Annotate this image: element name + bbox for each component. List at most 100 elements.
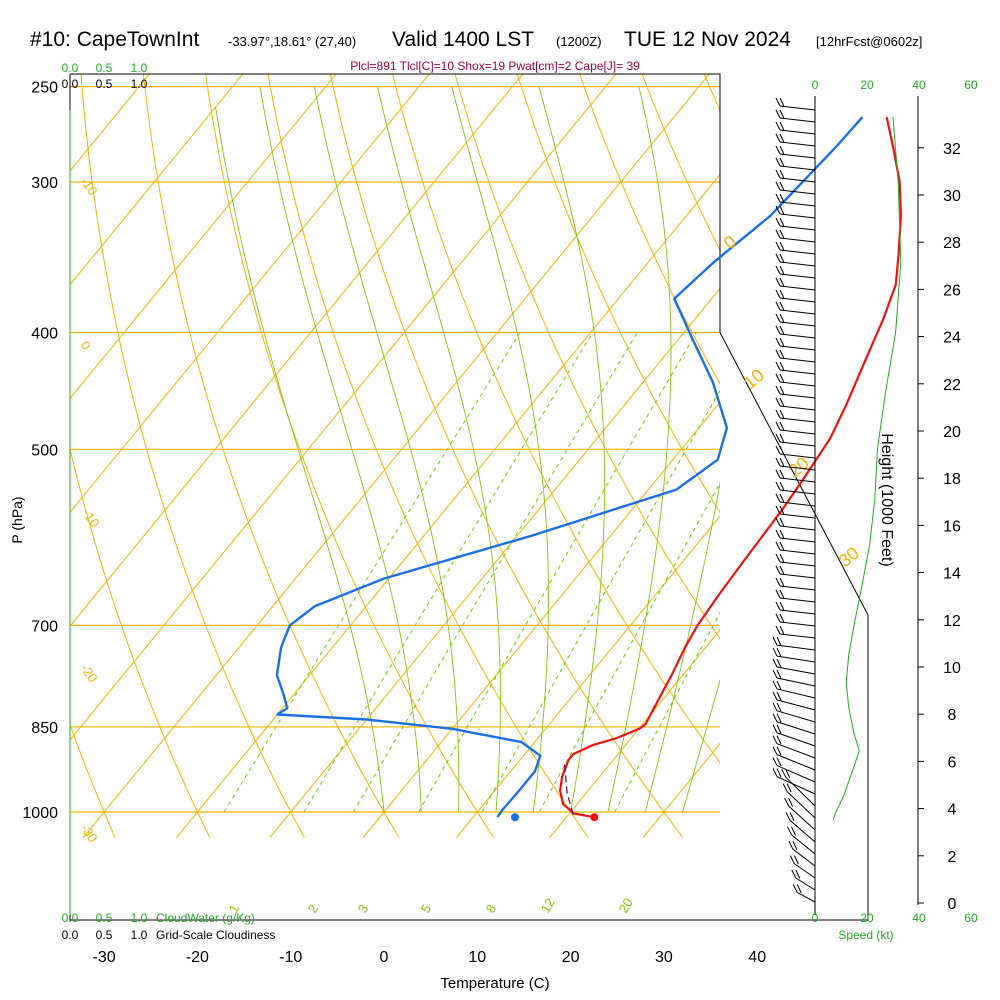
isotherm-line [82, 74, 710, 838]
wind-barb-feather [779, 553, 785, 563]
wind-barb-feather [792, 884, 798, 893]
wind-barb-feather [796, 884, 802, 894]
pressure-tick-label: 250 [31, 80, 58, 97]
surface-temperature-point [590, 813, 599, 822]
wind-barb-feather [779, 241, 785, 251]
wind-barb [776, 776, 816, 795]
wind-barb-feather [775, 385, 781, 395]
wind-barb-feather [779, 397, 785, 407]
wind-barb [776, 655, 816, 663]
isotherm-line [70, 74, 151, 172]
mixing-ratio-label: 3 [355, 902, 372, 916]
wind-barb [779, 369, 816, 375]
plot-area [0, 20, 720, 838]
wind-barb-feather [775, 565, 781, 575]
wind-barb-feather [775, 301, 781, 311]
forecast-run: [12hrFcst@0602z] [816, 34, 923, 49]
cloudwater-scale-label-bottom: 1.0 [131, 911, 148, 925]
mixing-ratio-line [418, 332, 697, 813]
wind-barb [776, 677, 816, 687]
cloudiness-scale-label-top: 0.0 [62, 77, 79, 91]
wind-barb [791, 834, 816, 855]
wind-barb-feather [775, 613, 781, 623]
wind-barb [779, 309, 816, 315]
isotherm-label-left: -30 [78, 821, 101, 845]
wind-barb [776, 644, 816, 651]
temperature-tick-label: 0 [380, 949, 389, 966]
wind-barb-feather [772, 724, 778, 733]
dry-adiabat-line [579, 74, 720, 385]
wind-barb-feather [795, 869, 801, 879]
wind-barb [779, 561, 816, 567]
surface-dewpoint-point [511, 813, 520, 822]
wind-barb [776, 688, 816, 699]
wind-barb [779, 585, 816, 591]
cloudwater-scale-label-top: 1.0 [131, 61, 148, 75]
height-tick-label: 4 [948, 802, 957, 819]
wind-barb-feather [772, 768, 778, 777]
wind-barb [788, 805, 816, 831]
wind-barb-feather [779, 613, 785, 623]
dry-adiabat-line [392, 74, 720, 764]
isotherm-line [70, 74, 337, 400]
wind-barb-feather [776, 636, 782, 646]
speed-tick-label-top: 20 [860, 78, 874, 92]
wind-barb-feather [775, 469, 781, 479]
wind-barb-feather [775, 421, 781, 431]
wind-barb-feather [779, 433, 785, 443]
isotherm-line [0, 20, 101, 838]
height-tick-label: 10 [943, 660, 961, 677]
wind-barb-feather [775, 493, 781, 503]
wind-barb-feather [776, 669, 782, 679]
wind-barb-feather [782, 783, 788, 792]
wind-barb [779, 501, 816, 507]
wind-barb [779, 213, 816, 219]
pressure-axis-label: P (hPa) [9, 496, 25, 543]
wind-barb-feather [775, 193, 781, 203]
cloudwater-legend: CloudWater (g/Kg) [156, 911, 255, 925]
wind-barb-feather [775, 265, 781, 275]
wind-barb-feather [779, 457, 785, 467]
wind-barb-feather [779, 133, 785, 143]
temperature-tick-label: -10 [279, 949, 302, 966]
wind-barb-feather [779, 409, 785, 419]
wind-barb-feather [775, 577, 781, 587]
wind-barb-feather [772, 735, 778, 744]
wind-barb-feather [772, 680, 778, 690]
height-tick-label: 14 [943, 566, 961, 583]
wind-barb-feather [775, 409, 781, 419]
wind-barbs [772, 97, 816, 903]
wind-barb-feather [779, 229, 785, 239]
wind-barb [779, 201, 816, 207]
isotherm-line [70, 74, 244, 286]
wind-barb [776, 710, 816, 723]
wind-barb-feather [779, 373, 785, 383]
wind-barb [779, 285, 816, 291]
moist-adiabat-line [682, 678, 720, 813]
wind-barb-feather [775, 553, 781, 563]
wind-barb [779, 453, 816, 459]
dry-adiabat-line [454, 74, 720, 640]
wind-barb-feather [792, 840, 798, 850]
cloudiness-scale-label-bottom: 0.0 [62, 928, 79, 942]
mixing-ratio-label: 2 [305, 902, 322, 916]
wind-barb-feather [779, 385, 785, 395]
wind-barb-feather [779, 205, 785, 215]
wind-barb [779, 525, 816, 531]
wind-barb-feather [776, 768, 782, 778]
wind-barb [795, 877, 816, 891]
wind-barb-feather [779, 265, 785, 275]
wind-barb-feather [779, 565, 785, 575]
wind-barb-feather [775, 457, 781, 467]
wind-barb-feather [775, 481, 781, 491]
moist-adiabat-line [215, 107, 385, 813]
dry-adiabat-line [329, 74, 684, 838]
wind-barb-feather [779, 277, 785, 287]
wind-barb-feather [772, 702, 778, 712]
wind-barb-feather [787, 826, 792, 836]
wind-barb-feather [775, 433, 781, 443]
speed-tick-label-bottom: 40 [912, 911, 926, 925]
isotherm-line [176, 173, 720, 838]
wind-barb-feather [779, 337, 785, 347]
